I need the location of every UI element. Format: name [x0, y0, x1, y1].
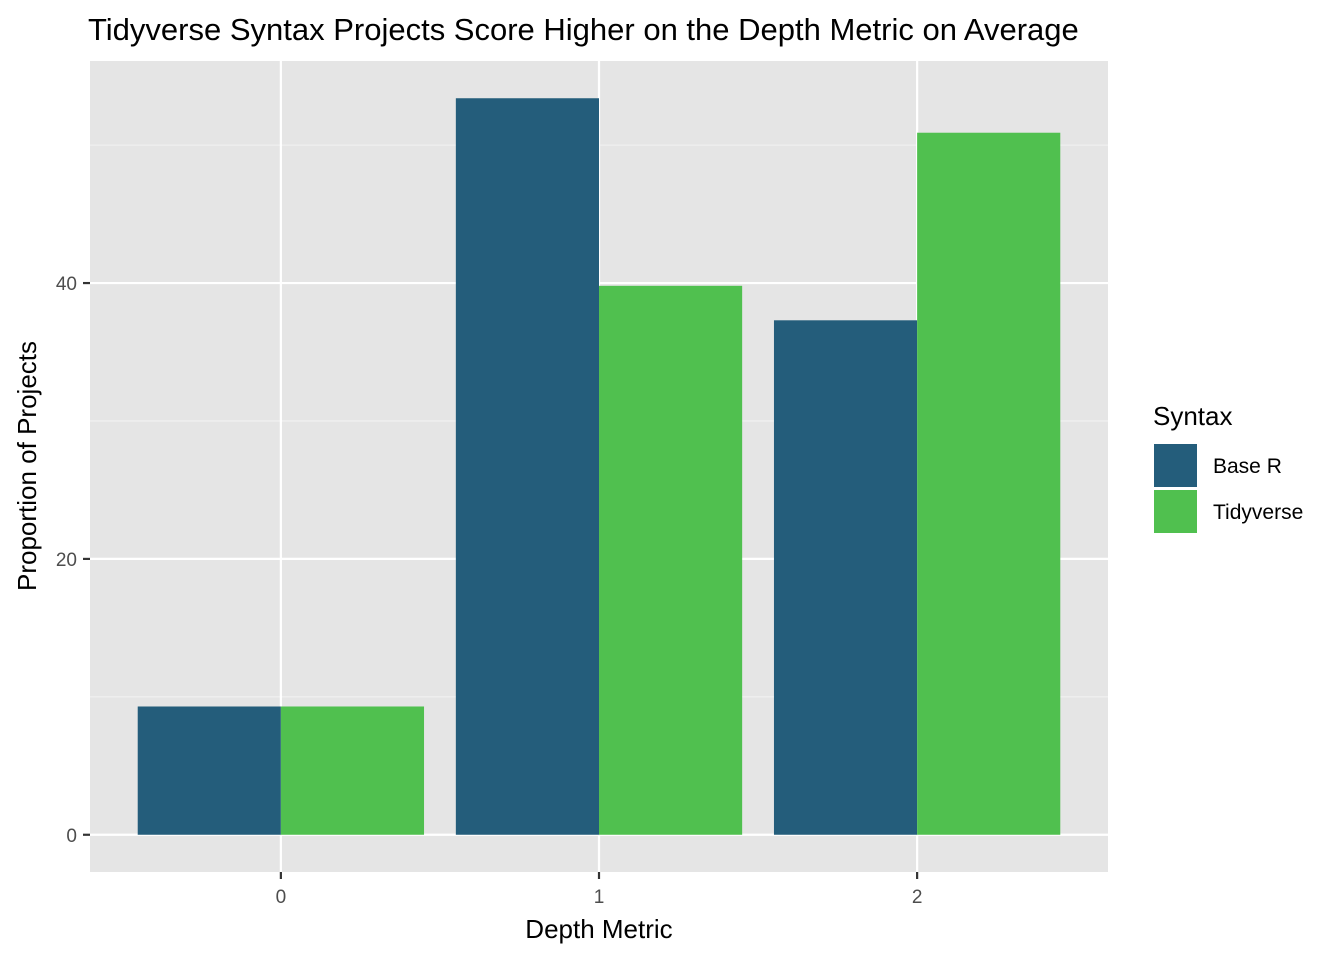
y-tick-label: 0 [66, 826, 77, 847]
bar-base-r-2 [773, 320, 918, 835]
y-tick-label: 20 [56, 550, 77, 571]
y-axis-ticks: 0 20 40 [56, 274, 90, 847]
x-tick-label: 1 [594, 887, 605, 908]
legend-label-base-r: Base R [1213, 455, 1282, 478]
x-axis-ticks: 0 1 2 [276, 872, 923, 908]
legend-key-tidyverse [1154, 490, 1197, 533]
chart-title: Tidyverse Syntax Projects Score Higher o… [88, 12, 1079, 47]
legend-key-base-r [1154, 444, 1197, 487]
bar-tidyverse-1 [599, 285, 743, 835]
legend: Syntax Base R Tidyverse [1153, 401, 1303, 533]
bar-tidyverse-0 [280, 706, 425, 835]
x-axis-title: Depth Metric [525, 914, 672, 944]
bars [137, 98, 1061, 835]
y-tick-label: 40 [56, 274, 77, 295]
legend-label-tidyverse: Tidyverse [1213, 501, 1303, 524]
bar-base-r-0 [137, 706, 281, 835]
x-tick-label: 0 [276, 887, 287, 908]
y-axis-title: Proportion of Projects [12, 341, 42, 591]
x-tick-label: 2 [912, 887, 923, 908]
bar-base-r-1 [455, 98, 599, 835]
legend-title: Syntax [1153, 401, 1233, 431]
bar-tidyverse-2 [917, 132, 1061, 835]
